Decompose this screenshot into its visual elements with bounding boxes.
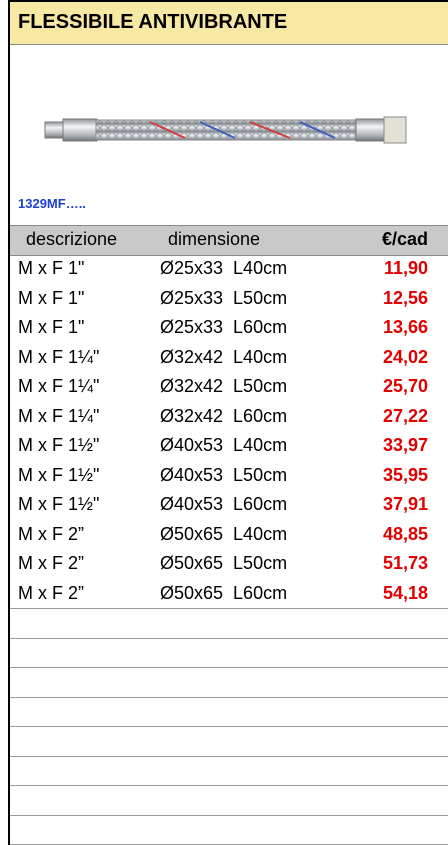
price: 25,70 xyxy=(383,372,428,401)
row-line xyxy=(10,697,448,698)
dimension: Ø50x65 L50cm xyxy=(160,549,287,578)
product-code: 1329MF….. xyxy=(18,196,86,211)
title: FLESSIBILE ANTIVIBRANTE xyxy=(18,11,287,34)
description: M x F 2” xyxy=(18,520,84,549)
description: M x F 1¼" xyxy=(18,402,99,431)
description: M x F 1¼" xyxy=(18,372,99,401)
dimension: Ø50x65 L40cm xyxy=(160,520,287,549)
dimension: Ø40x53 L60cm xyxy=(160,490,287,519)
dimension: Ø25x33 L60cm xyxy=(160,313,287,342)
description: M x F 1½" xyxy=(18,431,99,460)
description: M x F 2” xyxy=(18,549,84,578)
price: 12,56 xyxy=(383,284,428,313)
dimension: Ø25x33 L40cm xyxy=(160,254,287,283)
row-line xyxy=(10,667,448,668)
dimension: Ø32x42 L50cm xyxy=(160,372,287,401)
description: M x F 1" xyxy=(18,254,84,283)
price: 48,85 xyxy=(383,520,428,549)
dimension: Ø32x42 L40cm xyxy=(160,343,287,372)
price: 24,02 xyxy=(383,343,428,372)
price: 33,97 xyxy=(383,431,428,460)
price: 37,91 xyxy=(383,490,428,519)
price: 27,22 xyxy=(383,402,428,431)
description: M x F 1½" xyxy=(18,490,99,519)
dimension: Ø25x33 L50cm xyxy=(160,284,287,313)
description: M x F 2” xyxy=(18,579,84,608)
price: 11,90 xyxy=(384,254,428,283)
row-line xyxy=(10,815,448,816)
dimension: Ø50x65 L60cm xyxy=(160,579,287,608)
price: 13,66 xyxy=(383,313,428,342)
price: 35,95 xyxy=(383,461,428,490)
price: 54,18 xyxy=(383,579,428,608)
row-line xyxy=(10,608,448,609)
dimension: Ø32x42 L60cm xyxy=(160,402,287,431)
price: 51,73 xyxy=(383,549,428,578)
column-header: dimensione xyxy=(168,225,260,254)
page: FLESSIBILE ANTIVIBRANTE 1329MF….. descri… xyxy=(0,0,448,845)
description: M x F 1" xyxy=(18,313,84,342)
column-header: descrizione xyxy=(26,225,117,254)
row-line xyxy=(10,638,448,639)
column-header: €/cad xyxy=(382,225,428,254)
hose-image xyxy=(0,100,448,160)
dimension: Ø40x53 L40cm xyxy=(160,431,287,460)
description: M x F 1" xyxy=(18,284,84,313)
description: M x F 1¼" xyxy=(18,343,99,372)
row-line xyxy=(10,785,448,786)
description: M x F 1½" xyxy=(18,461,99,490)
row-line xyxy=(10,726,448,727)
row-line xyxy=(10,756,448,757)
dimension: Ø40x53 L50cm xyxy=(160,461,287,490)
header: FLESSIBILE ANTIVIBRANTE xyxy=(10,2,448,45)
